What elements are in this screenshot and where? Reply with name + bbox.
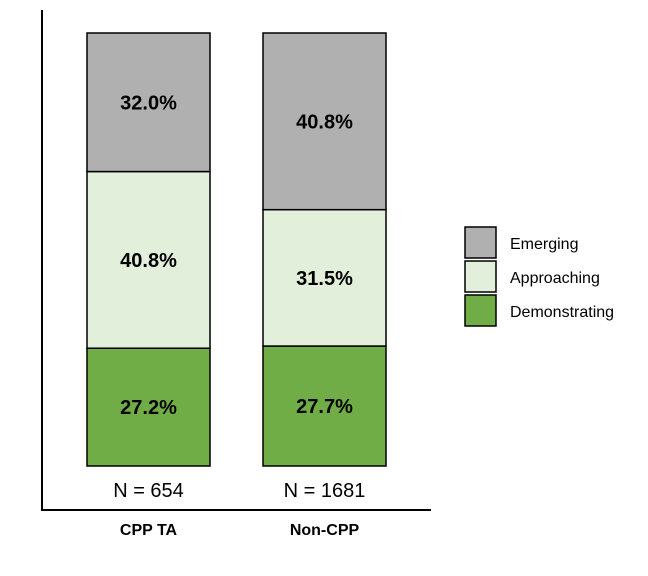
sample-size-labels-group: N = 654 N = 1681 bbox=[113, 480, 365, 502]
category-label-cpp-ta: CPP TA bbox=[120, 522, 178, 539]
bar-cpp-ta-demonstrating bbox=[86, 347, 211, 467]
data-label-cpp-ta-emerging: 32.0% bbox=[120, 92, 177, 114]
data-label-non-cpp-demonstrating: 27.7% bbox=[296, 396, 353, 418]
legend-swatch-demonstrating bbox=[464, 294, 497, 327]
legend-label-approaching: Approaching bbox=[510, 270, 600, 287]
bar-non-cpp-demonstrating bbox=[262, 345, 387, 467]
bars-group bbox=[86, 32, 387, 467]
category-labels-group: CPP TA Non-CPP bbox=[120, 522, 360, 539]
legend-label-demonstrating: Demonstrating bbox=[510, 304, 614, 321]
data-label-non-cpp-approaching: 31.5% bbox=[296, 268, 353, 290]
data-label-cpp-ta-demonstrating: 27.2% bbox=[120, 397, 177, 419]
bar-non-cpp-approaching bbox=[262, 208, 387, 347]
sample-size-cpp-ta: N = 654 bbox=[113, 480, 184, 502]
legend-swatch-emerging bbox=[464, 226, 497, 259]
segment-labels-group: 27.2% 40.8% 32.0% 27.7% 31.5% 40.8% bbox=[120, 92, 353, 419]
data-label-non-cpp-emerging: 40.8% bbox=[296, 111, 353, 133]
category-label-non-cpp: Non-CPP bbox=[290, 522, 360, 539]
sample-size-non-cpp: N = 1681 bbox=[284, 480, 366, 502]
bar-cpp-ta-approaching bbox=[86, 170, 211, 349]
legend-label-emerging: Emerging bbox=[510, 236, 578, 253]
legend-swatch-approaching bbox=[464, 260, 497, 293]
data-label-cpp-ta-approaching: 40.8% bbox=[120, 250, 177, 272]
bar-non-cpp-emerging bbox=[262, 32, 387, 211]
legend: Emerging Approaching Demonstrating bbox=[464, 226, 614, 327]
bar-cpp-ta-emerging bbox=[86, 32, 211, 173]
